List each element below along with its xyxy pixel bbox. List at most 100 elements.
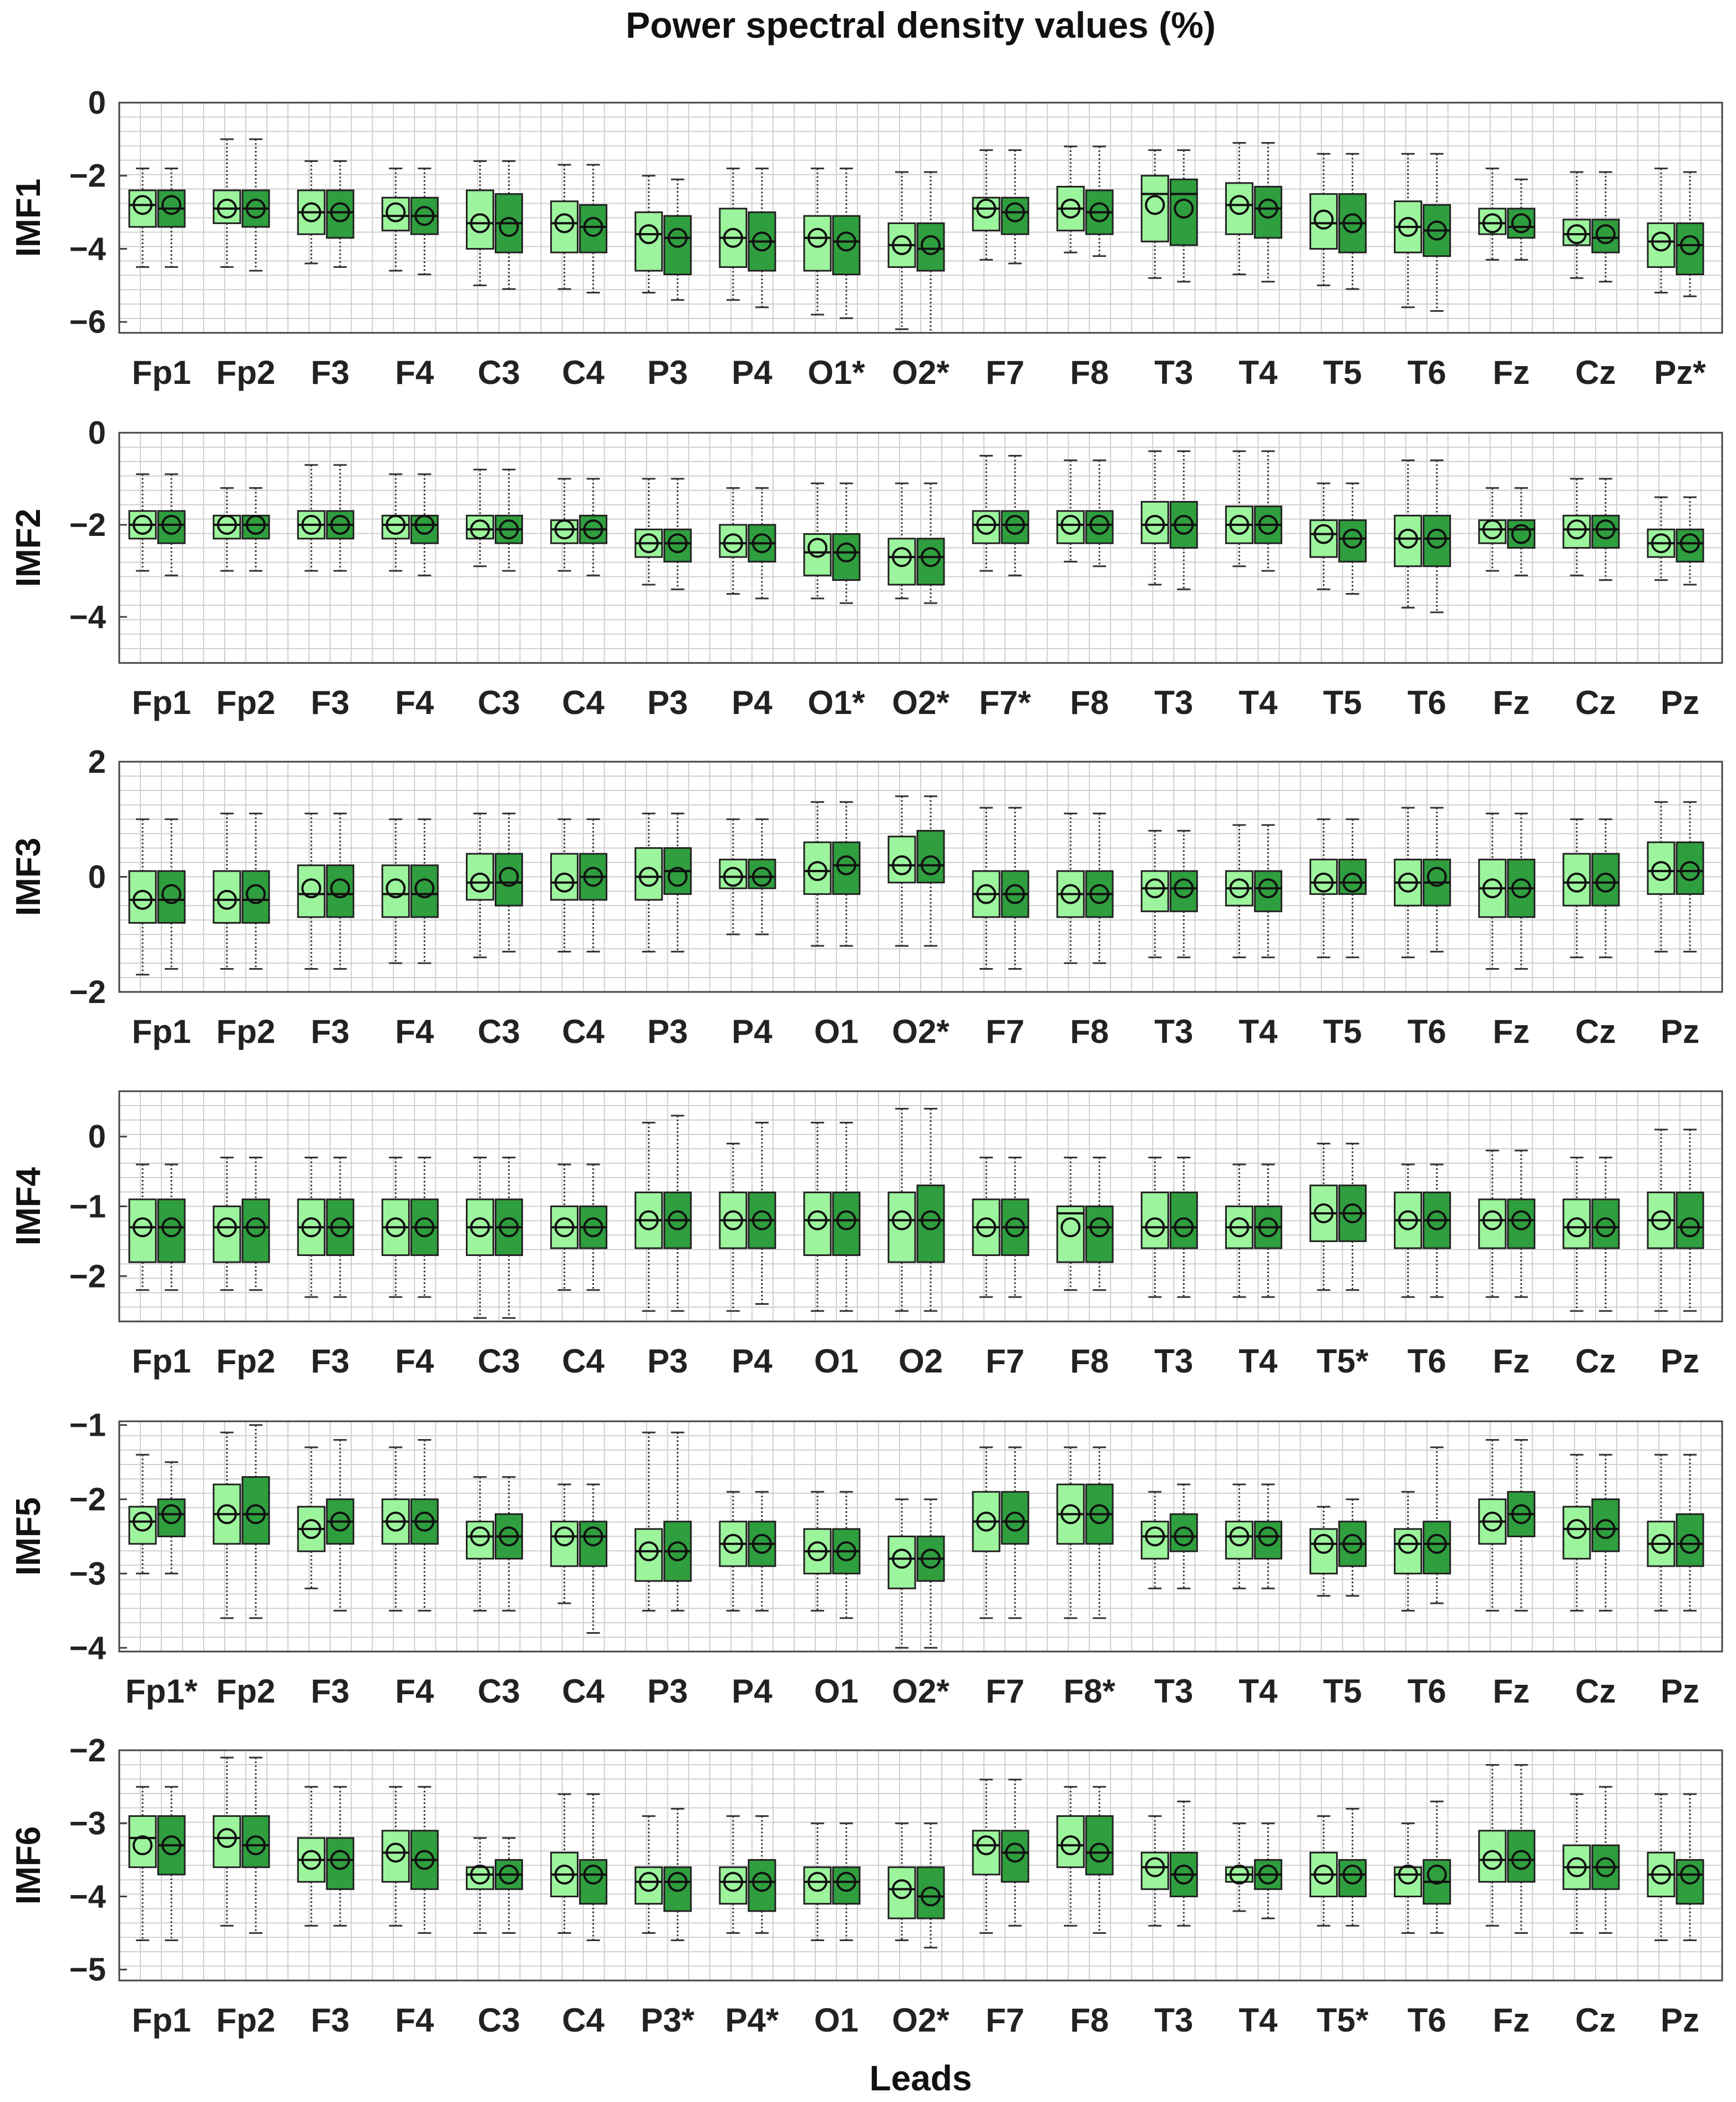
mean-marker	[217, 1217, 237, 1238]
lead-label: T6	[1408, 354, 1446, 391]
lead-label: P4*	[725, 2002, 779, 2039]
mean-marker	[217, 515, 237, 535]
lead-label: O1	[814, 2002, 859, 2039]
box-group-light	[887, 1107, 916, 1312]
mean-marker	[1595, 224, 1616, 245]
box-group-light	[1478, 168, 1507, 261]
iqr-box	[1676, 1859, 1704, 1905]
lead-label: F4	[395, 1013, 434, 1050]
box-group-light	[550, 818, 579, 953]
iqr-box	[1140, 175, 1169, 242]
box-group-dark	[1507, 1764, 1536, 1934]
lead-label: Fp2	[216, 354, 276, 391]
lead-label: P3	[647, 684, 688, 721]
box-group-light	[381, 1786, 410, 1927]
iqr-box	[916, 1866, 945, 1919]
mean-marker	[414, 206, 435, 226]
box-group-dark	[1253, 1483, 1282, 1589]
mean-marker	[723, 1872, 743, 1892]
lead-label: C3	[478, 1673, 520, 1710]
box-group-dark	[1338, 1498, 1367, 1597]
mean-marker	[667, 533, 688, 554]
box-group-dark	[1169, 830, 1198, 959]
mean-marker	[1566, 1217, 1587, 1238]
box-group-light	[297, 160, 326, 265]
box-group-dark	[326, 1786, 354, 1927]
lead-label: F3	[311, 1343, 349, 1380]
grid	[119, 1421, 1722, 1652]
iqr-box	[887, 835, 916, 884]
box-group-dark	[1085, 812, 1114, 964]
mean-marker	[1511, 878, 1531, 899]
lead-label: F3	[311, 1013, 349, 1050]
y-tick-label: −4	[69, 599, 106, 635]
mean-marker	[1313, 1533, 1334, 1554]
box-group-light	[719, 487, 748, 595]
box-group-dark	[748, 1491, 776, 1612]
box-group-dark	[1676, 496, 1704, 586]
iqr-box	[381, 1830, 410, 1883]
box-group-light	[128, 473, 157, 572]
box-group-dark	[1253, 450, 1282, 572]
iqr-box	[1423, 1521, 1451, 1574]
lead-label: Fp1	[132, 354, 191, 391]
mean-marker	[1651, 533, 1671, 554]
box-group-dark	[157, 473, 186, 576]
box-group-dark	[832, 801, 861, 947]
mean-marker	[217, 1504, 237, 1524]
mean-marker	[1089, 1217, 1110, 1238]
iqr-box	[1169, 178, 1198, 246]
lead-label: Fp1*	[125, 1673, 198, 1710]
box-group-light	[972, 807, 1001, 970]
box-group-light	[1647, 1453, 1676, 1612]
box-group-dark	[1169, 1800, 1198, 1927]
box-group-dark	[241, 1156, 270, 1291]
box-group-light	[1225, 141, 1253, 276]
lead-label: O1*	[808, 684, 865, 721]
box-group-light	[1225, 450, 1253, 568]
box-group-dark	[1507, 487, 1536, 576]
box-group-dark	[326, 812, 354, 970]
box-group-light	[887, 171, 916, 330]
box-group-light	[212, 1156, 241, 1291]
mean-marker	[554, 1526, 575, 1547]
mean-marker	[330, 515, 351, 535]
lead-label: Cz	[1575, 1013, 1616, 1050]
mean-marker	[1089, 884, 1110, 904]
box-group-light	[1562, 478, 1591, 576]
box-group-light	[803, 482, 832, 600]
box-group-light	[1394, 807, 1423, 959]
mean-marker	[161, 195, 182, 215]
mean-marker	[921, 855, 941, 875]
mean-marker	[1511, 524, 1531, 544]
mean-marker	[1651, 861, 1671, 882]
box-group-dark	[410, 1439, 439, 1612]
box-group-dark	[916, 482, 945, 604]
mean-marker	[385, 1217, 406, 1238]
box-group-dark	[1591, 478, 1620, 581]
box-group-dark	[1169, 1483, 1198, 1589]
lead-label: T3	[1154, 1343, 1193, 1380]
iqr-box	[634, 1528, 663, 1582]
mean-marker	[752, 1210, 772, 1230]
box-group-dark	[1423, 1446, 1451, 1604]
mean-marker	[1005, 884, 1026, 904]
box-group-light	[1394, 1491, 1423, 1612]
box-group-light	[550, 1483, 579, 1604]
box-group-dark	[579, 1163, 608, 1291]
mean-marker	[246, 884, 266, 904]
box-group-light	[972, 149, 1001, 261]
mean-marker	[836, 1541, 856, 1562]
box-group-light	[803, 1122, 832, 1312]
mean-marker	[1145, 515, 1165, 535]
iqr-box	[1056, 1206, 1085, 1263]
mean-marker	[1679, 235, 1700, 255]
mean-marker	[1482, 878, 1502, 899]
mean-marker	[1511, 1210, 1531, 1230]
mean-marker	[499, 216, 519, 237]
box-group-light	[719, 168, 748, 301]
box-group-dark	[579, 1793, 608, 1942]
mean-marker	[583, 1217, 603, 1238]
lead-label: F8	[1070, 2002, 1109, 2039]
y-tick-label: 0	[88, 85, 106, 121]
